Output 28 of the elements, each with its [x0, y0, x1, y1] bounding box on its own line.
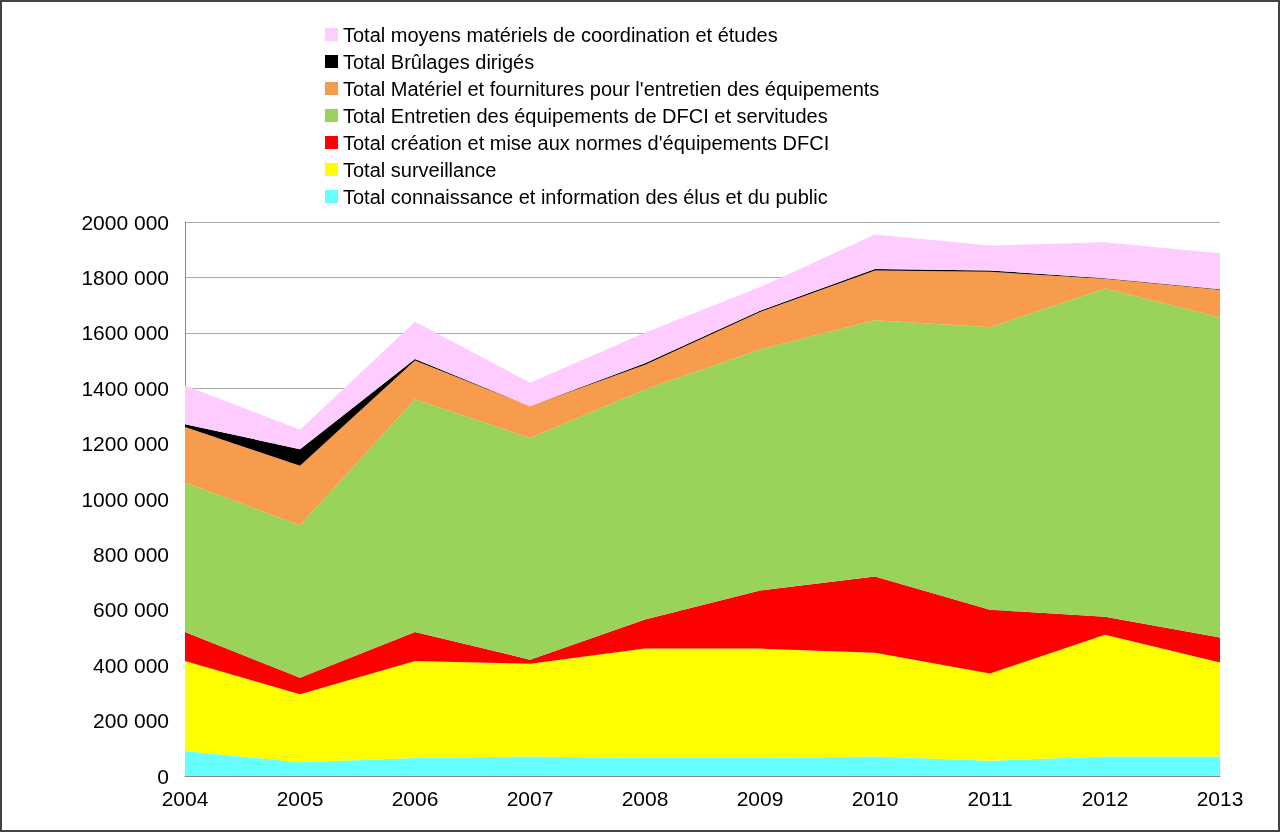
x-tick-label: 2007 — [506, 787, 554, 810]
y-tick-label: 0 — [157, 764, 169, 788]
legend-label: Total Entretien des équipements de DFCI et servitudes — [343, 104, 828, 127]
y-tick-label: 400 000 — [93, 653, 169, 677]
y-tick-label: 1600 000 — [81, 321, 169, 345]
legend-label: Total Brûlages dirigés — [343, 50, 535, 73]
y-tick-label: 800 000 — [93, 542, 169, 566]
x-tick-label: 2012 — [1081, 787, 1129, 810]
y-tick-label: 200 000 — [93, 709, 169, 733]
y-tick-label: 600 000 — [93, 598, 169, 622]
legend-label: Total surveillance — [343, 158, 497, 181]
x-tick-label: 2008 — [621, 787, 669, 810]
x-tick-label: 2011 — [967, 787, 1013, 810]
x-tick-label: 2013 — [1196, 787, 1244, 810]
x-tick-label: 2009 — [736, 787, 784, 810]
legend-label: Total moyens matériels de coordination et études — [343, 23, 778, 46]
y-tick-label: 1400 000 — [81, 376, 169, 400]
x-tick-label: 2010 — [851, 787, 899, 810]
x-tick-label: 2004 — [161, 787, 209, 810]
x-tick-label: 2006 — [391, 787, 439, 810]
y-tick-label: 2000 000 — [81, 210, 169, 234]
legend-label: Total connaissance et information des élus et du public — [343, 185, 828, 208]
legend-label: Total Matériel et fournitures pour l'entretien des équipements — [343, 77, 880, 100]
y-tick-label: 1200 000 — [81, 432, 169, 456]
x-tick-label: 2005 — [276, 787, 324, 810]
legend-label: Total création et mise aux normes d'équipements DFCI — [343, 131, 830, 154]
y-tick-label: 1800 000 — [81, 265, 169, 289]
y-tick-label: 1000 000 — [81, 487, 169, 511]
